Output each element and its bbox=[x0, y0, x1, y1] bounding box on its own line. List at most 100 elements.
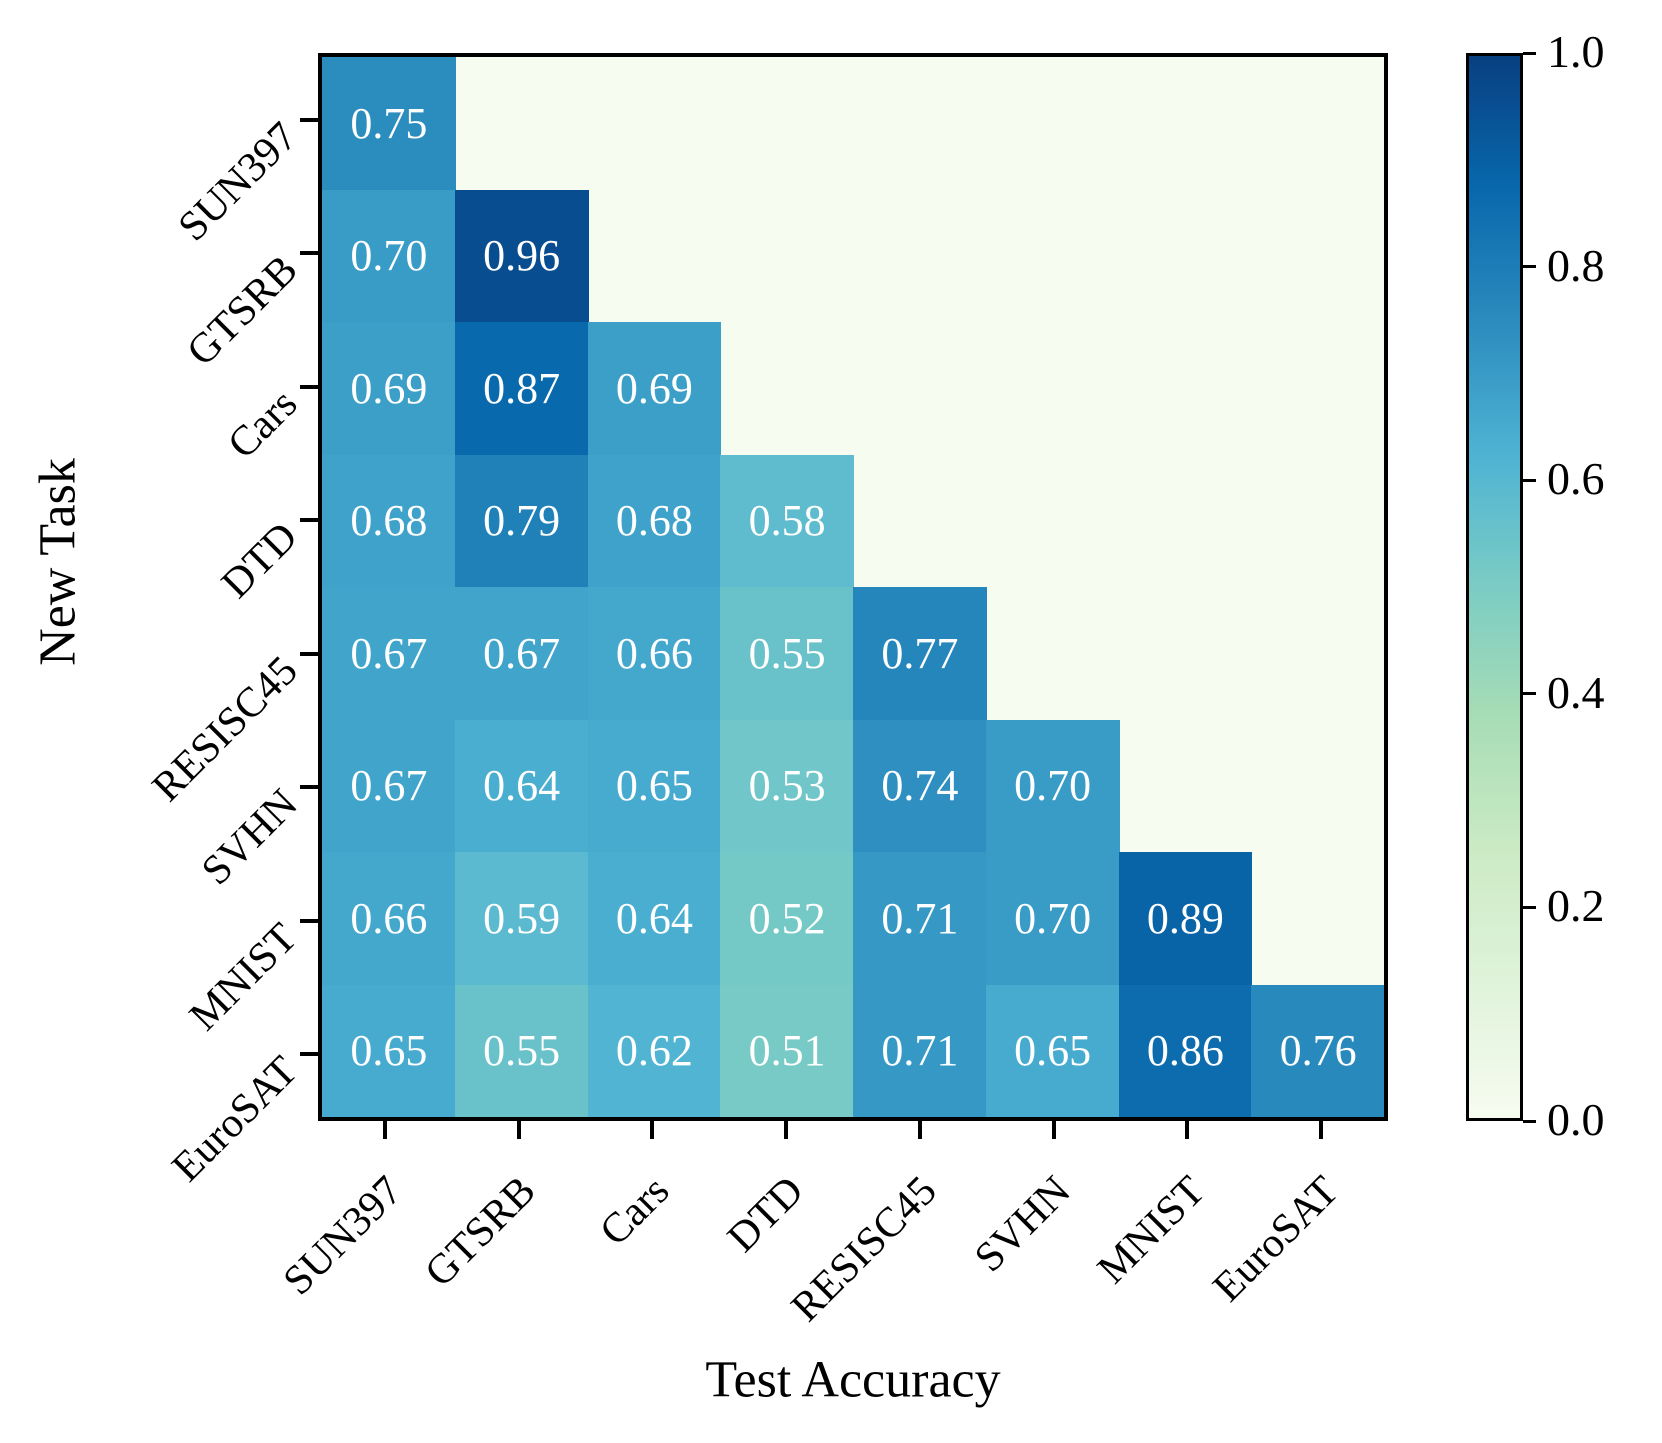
heatmap-cell-EuroSAT-DTD: 0.51 bbox=[720, 984, 854, 1117]
x-tick-mark bbox=[784, 1121, 789, 1139]
cell-value: 0.66 bbox=[350, 893, 428, 943]
colorbar-tick-label-0.4: 0.4 bbox=[1547, 666, 1605, 718]
cell-value: 0.77 bbox=[881, 628, 959, 678]
x-tick-label-GTSRB: GTSRB bbox=[416, 1167, 545, 1296]
heatmap-cell-DTD-Cars: 0.68 bbox=[587, 454, 722, 588]
cell-value: 0.66 bbox=[615, 628, 693, 678]
x-tick-mark bbox=[650, 1121, 655, 1139]
cell-value: 0.65 bbox=[1014, 1026, 1092, 1076]
cell-value: 0.53 bbox=[748, 761, 826, 811]
x-tick-label-Cars: Cars bbox=[591, 1167, 679, 1255]
heatmap-cell-MNIST-SVHN: 0.70 bbox=[985, 852, 1120, 986]
heatmap-cell-RESISC45-DTD: 0.55 bbox=[720, 587, 854, 721]
heatmap-cell-SUN397-SUN397: 0.75 bbox=[322, 57, 456, 191]
cell-value: 0.96 bbox=[483, 231, 561, 281]
cell-value: 0.76 bbox=[1279, 1026, 1357, 1076]
cell-value: 0.64 bbox=[615, 893, 693, 943]
cell-value: 0.68 bbox=[615, 496, 693, 546]
cell-value: 0.86 bbox=[1146, 1026, 1224, 1076]
heatmap-cell-MNIST-DTD: 0.52 bbox=[720, 852, 854, 986]
heatmap-cell-EuroSAT-SVHN: 0.65 bbox=[985, 984, 1120, 1117]
x-tick-label-DTD: DTD bbox=[718, 1167, 813, 1262]
x-tick-mark bbox=[516, 1121, 521, 1139]
y-tick-label-RESISC45: RESISC45 bbox=[143, 647, 307, 811]
heatmap-cell-GTSRB-SUN397: 0.70 bbox=[322, 189, 456, 323]
heatmap-cell-DTD-SUN397: 0.68 bbox=[322, 454, 456, 588]
colorbar-tick-mark bbox=[1523, 905, 1536, 909]
heatmap-cell-RESISC45-SUN397: 0.67 bbox=[322, 587, 456, 721]
heatmap-cell-SVHN-DTD: 0.53 bbox=[720, 719, 854, 853]
heatmap-cell-MNIST-Cars: 0.64 bbox=[587, 852, 722, 986]
y-tick-mark bbox=[300, 918, 318, 923]
colorbar-tick-label-0.6: 0.6 bbox=[1547, 453, 1605, 505]
heatmap-cell-SVHN-RESISC45: 0.74 bbox=[853, 719, 987, 853]
cell-value: 0.74 bbox=[881, 761, 959, 811]
heatmap-cell-EuroSAT-EuroSAT: 0.76 bbox=[1251, 984, 1384, 1117]
cell-value: 0.69 bbox=[350, 363, 428, 413]
colorbar-tick-mark bbox=[1523, 265, 1536, 269]
cell-value: 0.71 bbox=[881, 1026, 959, 1076]
heatmap-cell-RESISC45-Cars: 0.66 bbox=[587, 587, 722, 721]
cell-value: 0.67 bbox=[350, 761, 428, 811]
y-tick-label-SVHN: SVHN bbox=[192, 780, 307, 895]
heatmap-cell-SVHN-SUN397: 0.67 bbox=[322, 719, 456, 853]
heatmap-cell-MNIST-MNIST: 0.89 bbox=[1118, 852, 1253, 986]
colorbar-tick-label-0.8: 0.8 bbox=[1547, 239, 1605, 291]
x-tick-label-MNIST: MNIST bbox=[1088, 1167, 1214, 1293]
heatmap-cell-EuroSAT-Cars: 0.62 bbox=[587, 984, 722, 1117]
x-tick-mark bbox=[1185, 1121, 1190, 1139]
heatmap-cell-GTSRB-GTSRB: 0.96 bbox=[454, 189, 589, 323]
heatmap-cell-DTD-DTD: 0.58 bbox=[720, 454, 854, 588]
colorbar-tick-mark bbox=[1523, 478, 1536, 482]
cell-value: 0.51 bbox=[748, 1026, 826, 1076]
cell-value: 0.55 bbox=[748, 628, 826, 678]
cell-value: 0.70 bbox=[1014, 893, 1092, 943]
cell-value: 0.89 bbox=[1146, 893, 1224, 943]
cell-value: 0.67 bbox=[483, 628, 561, 678]
cell-value: 0.52 bbox=[748, 893, 826, 943]
x-tick-mark bbox=[1051, 1121, 1056, 1139]
cell-value: 0.79 bbox=[483, 496, 561, 546]
x-tick-label-SUN397: SUN397 bbox=[274, 1167, 412, 1305]
cell-value: 0.69 bbox=[615, 363, 693, 413]
y-tick-mark bbox=[300, 384, 318, 389]
cell-value: 0.87 bbox=[483, 363, 561, 413]
cell-value: 0.58 bbox=[748, 496, 826, 546]
x-tick-mark bbox=[1319, 1121, 1324, 1139]
cell-value: 0.55 bbox=[483, 1026, 561, 1076]
colorbar-tick-mark bbox=[1523, 692, 1536, 696]
x-axis-title: Test Accuracy bbox=[705, 1351, 1001, 1409]
cell-value: 0.68 bbox=[350, 496, 428, 546]
y-tick-label-MNIST: MNIST bbox=[181, 914, 307, 1040]
cell-value: 0.65 bbox=[350, 1026, 428, 1076]
x-tick-mark bbox=[382, 1121, 387, 1139]
heatmap-cell-EuroSAT-MNIST: 0.86 bbox=[1118, 984, 1253, 1117]
heatmap-plot-area: 0.75 0.70 0.96 0.69 0.87 0.69 0.68 0.79 0.68 0.58… bbox=[318, 53, 1388, 1121]
heatmap-cell-SVHN-Cars: 0.65 bbox=[587, 719, 722, 853]
x-tick-label-RESISC45: RESISC45 bbox=[783, 1167, 947, 1331]
colorbar-tick-label-0.0: 0.0 bbox=[1547, 1094, 1605, 1145]
heatmap-cell-SVHN-SVHN: 0.70 bbox=[985, 719, 1120, 853]
cell-value: 0.70 bbox=[1014, 761, 1092, 811]
y-tick-label-EuroSAT: EuroSAT bbox=[163, 1047, 307, 1192]
y-tick-mark bbox=[300, 785, 318, 790]
cell-value: 0.62 bbox=[615, 1026, 693, 1076]
heatmap-cell-DTD-GTSRB: 0.79 bbox=[454, 454, 589, 588]
cell-value: 0.67 bbox=[350, 628, 428, 678]
heatmap-cell-MNIST-RESISC45: 0.71 bbox=[853, 852, 987, 986]
y-tick-mark bbox=[300, 651, 318, 656]
cell-value: 0.71 bbox=[881, 893, 959, 943]
cell-value: 0.70 bbox=[350, 231, 428, 281]
y-axis-title: New Task bbox=[29, 458, 87, 666]
heatmap-cell-Cars-Cars: 0.69 bbox=[587, 322, 722, 456]
cell-value: 0.64 bbox=[483, 761, 561, 811]
y-tick-label-DTD: DTD bbox=[212, 513, 307, 608]
heatmap-cell-RESISC45-GTSRB: 0.67 bbox=[454, 587, 589, 721]
colorbar-tick-mark bbox=[1523, 1119, 1536, 1123]
heatmap-cell-RESISC45-RESISC45: 0.77 bbox=[853, 587, 987, 721]
cell-value: 0.59 bbox=[483, 893, 561, 943]
x-tick-mark bbox=[917, 1121, 922, 1139]
cell-value: 0.75 bbox=[350, 98, 428, 148]
colorbar-tick-label-0.2: 0.2 bbox=[1547, 880, 1605, 932]
